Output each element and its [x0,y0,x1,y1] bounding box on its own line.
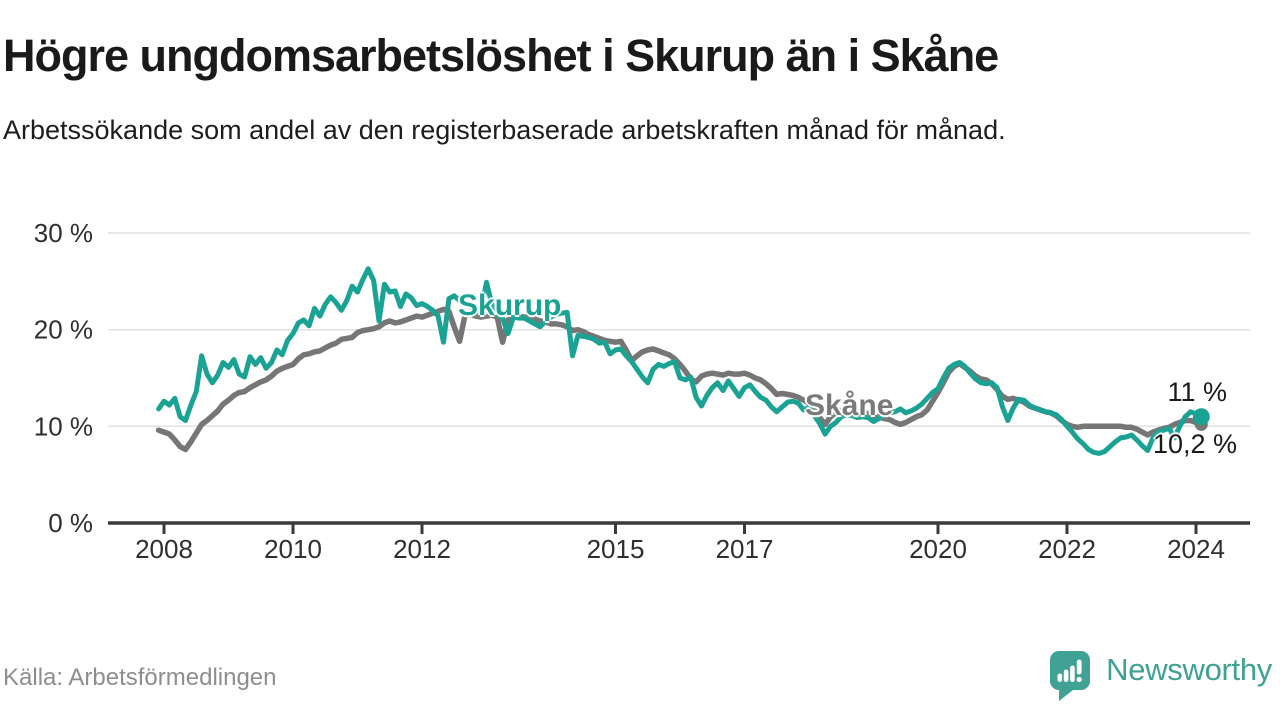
x-tick-label: 2008 [135,534,193,564]
newsworthy-logo[interactable]: Newsworthy [1050,648,1272,704]
x-tick-label: 2017 [716,534,774,564]
newsworthy-logo-icon [1050,651,1091,701]
series-label-skurup: Skurup [458,289,562,322]
page-subtitle: Arbetssökande som andel av den registerb… [3,115,1006,145]
y-tick-label: 10 % [34,411,93,441]
series-line-skurup [156,266,1204,456]
logo-exclamation-dot [1076,676,1082,683]
logo-bar-small [1057,673,1063,682]
x-tick-label: 2015 [587,534,645,564]
end-value-label-skurup: 11 % [1167,377,1227,407]
x-tick-label: 2020 [909,534,967,564]
x-tick-label: 2012 [393,534,451,564]
y-tick-label: 30 % [34,218,93,248]
y-tick-label: 0 % [48,508,93,538]
x-tick-label: 2010 [264,534,322,564]
x-tick-label: 2024 [1167,534,1225,564]
series-label-skane: Skåne [805,389,894,422]
logo-bar-large [1070,665,1075,682]
end-value-label-skane: 10,2 % [1152,429,1237,459]
logo-exclamation-bar [1076,659,1082,675]
newsworthy-wordmark: Newsworthy [1106,652,1272,687]
page-title: Högre ungdomsarbetslöshet i Skurup än i … [3,30,999,81]
source-note: Källa: Arbetsförmedlingen [3,664,277,691]
series-end-dot-skurup [1192,408,1210,426]
logo-bar-medium [1063,669,1069,682]
x-tick-label: 2022 [1038,534,1096,564]
y-tick-label: 20 % [34,315,93,345]
